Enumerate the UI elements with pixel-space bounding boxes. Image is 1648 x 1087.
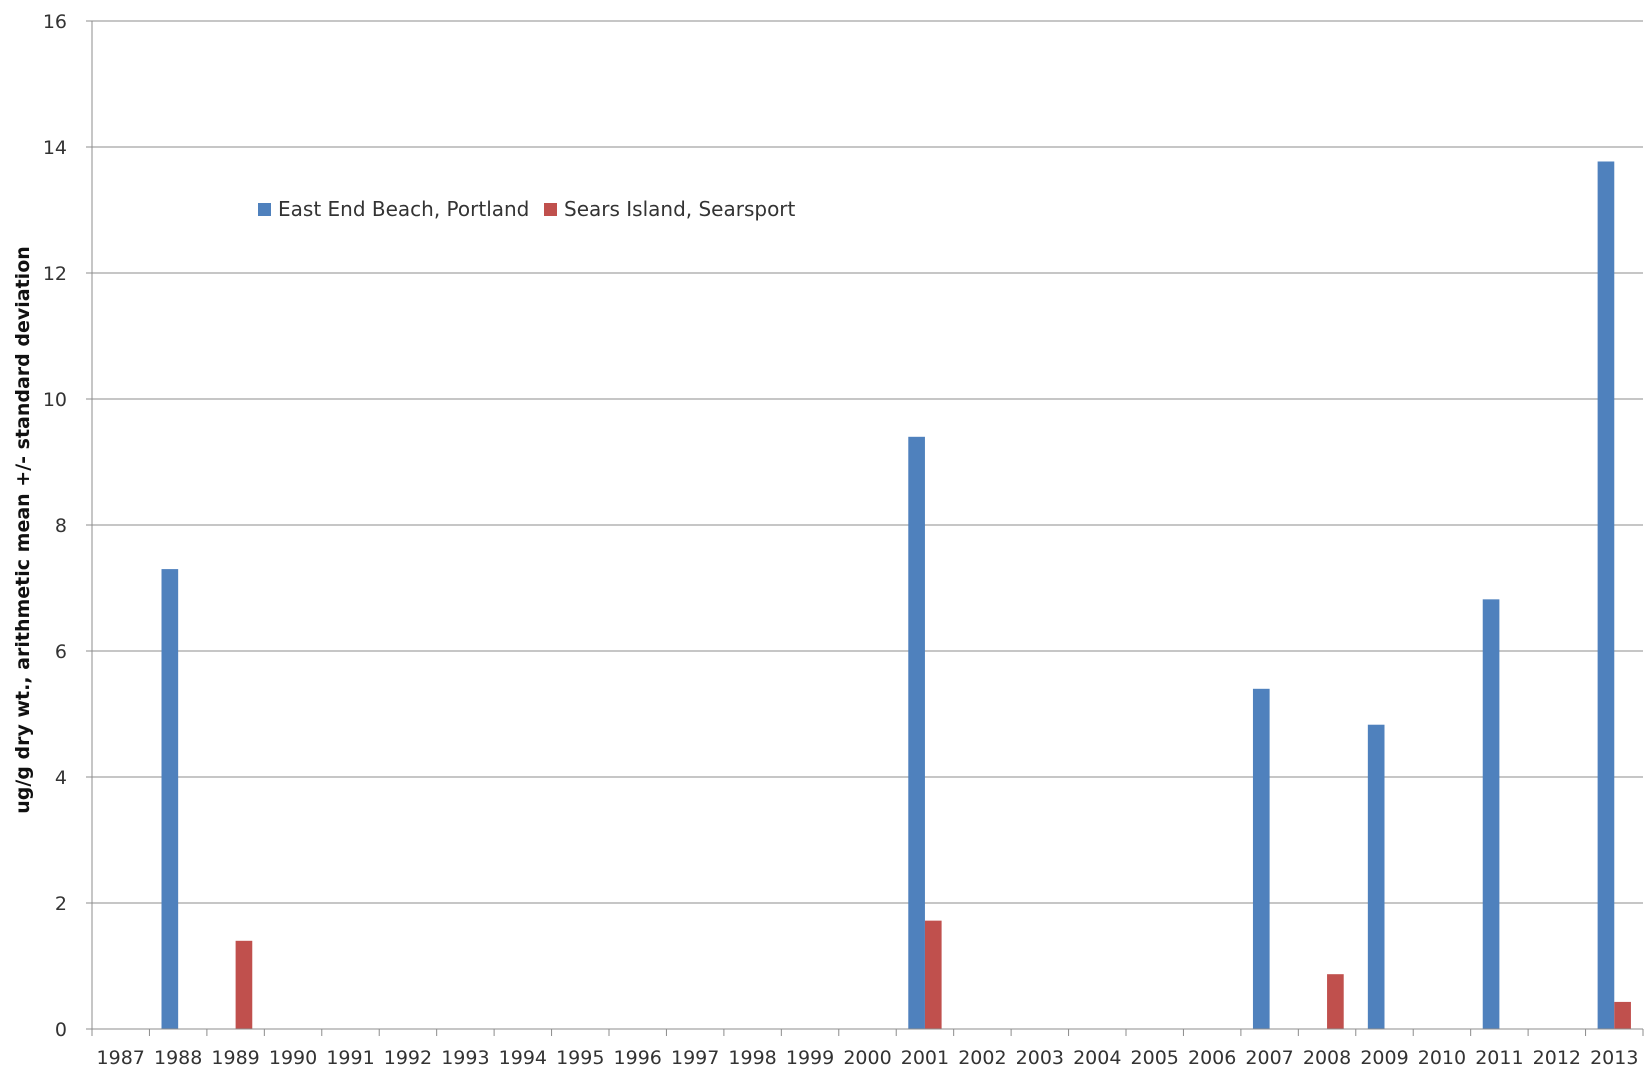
x-tick-label: 2004	[1073, 1047, 1121, 1069]
x-tick-label: 1993	[441, 1047, 489, 1069]
y-tick-label: 8	[55, 515, 67, 537]
x-tick-label: 2013	[1590, 1047, 1638, 1069]
x-tick-label: 1997	[671, 1047, 719, 1069]
x-tick-label: 2002	[958, 1047, 1006, 1069]
x-tick-label: 1989	[211, 1047, 259, 1069]
y-tick-label: 0	[55, 1019, 67, 1041]
bar-east-end-beach-2007	[1252, 688, 1270, 1029]
x-tick-label: 2001	[901, 1047, 949, 1069]
gridlines	[92, 20, 1643, 904]
x-tick-label: 2005	[1131, 1047, 1179, 1069]
x-tick-label: 2012	[1533, 1047, 1581, 1069]
y-tick-label: 14	[43, 137, 67, 159]
x-tick-label: 2009	[1360, 1047, 1408, 1069]
x-tick-label: 2011	[1475, 1047, 1523, 1069]
x-tick-label: 1991	[326, 1047, 374, 1069]
x-tick-label: 2010	[1418, 1047, 1466, 1069]
x-tick-label: 1987	[97, 1047, 145, 1069]
y-tick-label: 16	[43, 11, 67, 33]
bars	[161, 161, 1631, 1030]
y-tick-label: 10	[43, 389, 67, 411]
bar-east-end-beach-2013	[1597, 161, 1615, 1030]
y-tick-label: 6	[55, 641, 67, 663]
x-tick-label: 2003	[1016, 1047, 1064, 1069]
y-axis-tick-labels: 0 2 4 6 8 10 12 14 16	[43, 11, 67, 1041]
bar-east-end-beach-2001	[908, 436, 925, 1029]
legend-swatch-sears-island	[544, 203, 557, 216]
bar-sears-island-1989	[235, 940, 253, 1029]
y-tick-label: 4	[55, 767, 67, 789]
bar-sears-island-2013	[1614, 1001, 1631, 1029]
x-tick-label: 1988	[154, 1047, 202, 1069]
x-axis-tick-labels: 1987 1988 1989 1990 1991 1992 1993 1994 1995 1996…	[97, 1047, 1639, 1069]
x-tick-label: 2008	[1303, 1047, 1351, 1069]
legend-swatch-east-end-beach	[258, 203, 271, 216]
x-tick-label: 2006	[1188, 1047, 1236, 1069]
x-tick-label: 1995	[556, 1047, 604, 1069]
axes	[86, 20, 1644, 1036]
bar-sears-island-2001	[924, 920, 942, 1029]
x-tick-label: 2007	[1245, 1047, 1293, 1069]
legend: East End Beach, Portland Sears Island, S…	[258, 197, 796, 221]
x-tick-label: 1990	[269, 1047, 317, 1069]
bar-east-end-beach-2009	[1367, 724, 1385, 1029]
x-tick-label: 1998	[728, 1047, 776, 1069]
legend-label-sears-island: Sears Island, Searsport	[564, 197, 796, 221]
bar-sears-island-2008	[1327, 974, 1344, 1029]
x-tick-label: 1992	[384, 1047, 432, 1069]
bar-east-end-beach-1988	[161, 569, 179, 1029]
y-tick-label: 2	[55, 893, 67, 915]
x-tick-label: 2000	[843, 1047, 891, 1069]
y-axis-title: ug/g dry wt., arithmetic mean +/- standa…	[12, 246, 34, 814]
x-tick-label: 1994	[499, 1047, 547, 1069]
y-tick-label: 12	[43, 263, 67, 285]
x-tick-label: 1999	[786, 1047, 834, 1069]
x-tick-label: 1996	[614, 1047, 662, 1069]
bar-east-end-beach-2011	[1482, 599, 1500, 1029]
legend-label-east-end-beach: East End Beach, Portland	[278, 197, 529, 221]
